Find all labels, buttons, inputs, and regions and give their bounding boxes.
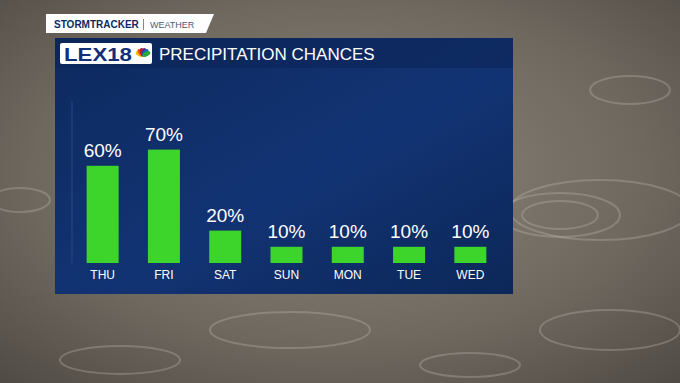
bar	[454, 247, 486, 263]
x-tick-label: SUN	[274, 268, 299, 282]
ripple	[210, 312, 370, 348]
data-label: 10%	[267, 221, 305, 242]
panel	[55, 38, 513, 294]
bars	[87, 150, 487, 263]
data-label: 10%	[390, 221, 428, 242]
panel-header	[55, 38, 513, 68]
ripple	[590, 76, 670, 104]
x-tick-label: FRI	[154, 268, 173, 282]
background	[0, 0, 680, 383]
ripple	[0, 188, 50, 212]
data-label: 20%	[206, 205, 244, 226]
data-label: 70%	[145, 124, 183, 145]
tab-bg	[46, 14, 214, 33]
bar	[393, 247, 425, 263]
bar	[332, 247, 364, 263]
logo-peacock	[135, 48, 151, 58]
peacock-feather	[142, 50, 151, 58]
x-tick-label: MON	[334, 268, 362, 282]
ripple	[510, 180, 680, 240]
x-tick-label: TUE	[397, 268, 421, 282]
bar	[209, 231, 241, 263]
tab-title: STORMTRACKER	[54, 19, 140, 30]
labels: 60% THU 70% FRI 20% SAT 10% SUN 10% MON 10% TUE 10% W…	[84, 124, 490, 282]
ripple	[420, 353, 520, 377]
title: PRECIPITATION CHANCES	[159, 45, 375, 64]
tab-divider	[143, 19, 144, 30]
data-label: 10%	[329, 221, 367, 242]
x-tick-label: SAT	[214, 268, 237, 282]
x-tick-label: THU	[90, 268, 115, 282]
bar	[87, 166, 119, 263]
logo-bg	[60, 43, 152, 64]
ripple	[522, 201, 598, 229]
x-tick-label: WED	[456, 268, 484, 282]
bar	[271, 247, 303, 263]
y-axis-line	[72, 101, 73, 263]
ripple	[500, 193, 620, 237]
data-label: 10%	[451, 221, 489, 242]
data-label: 60%	[84, 140, 122, 161]
page: {"chart_data": {"type": "bar", "title": …	[0, 0, 680, 383]
logo-text: LEX18	[64, 44, 132, 65]
tab-section: WEATHER	[150, 20, 195, 30]
chart-svg: STORMTRACKER WEATHER LEX18 PRECIPITATION CH…	[0, 0, 680, 383]
ripple	[60, 346, 180, 374]
ripple	[540, 310, 680, 350]
bar	[148, 150, 180, 263]
